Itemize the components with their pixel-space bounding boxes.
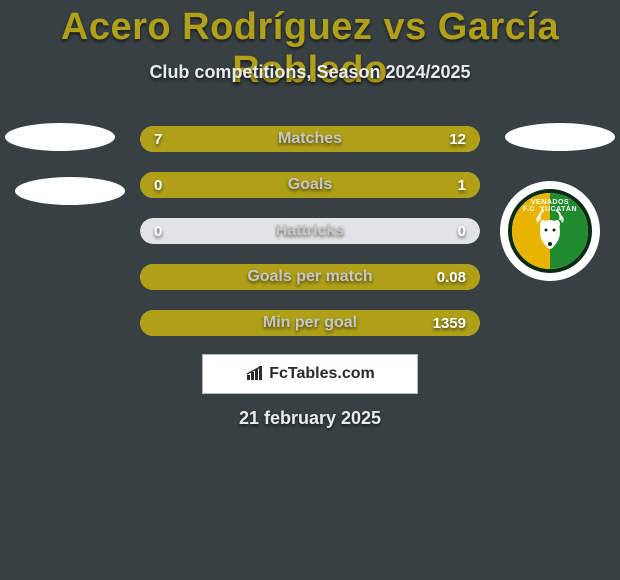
- stat-row: Min per goal1359: [140, 310, 480, 336]
- stat-right-value: 0.08: [423, 264, 480, 290]
- stat-label: Hattricks: [140, 218, 480, 244]
- stat-right-value: 12: [435, 126, 480, 152]
- player1-avatar-placeholder-1: [5, 123, 115, 151]
- stat-right-value: 0: [444, 218, 480, 244]
- date-text: 21 february 2025: [0, 408, 620, 429]
- stat-row: Goals0 1: [140, 172, 480, 198]
- stat-left-value: 0: [140, 172, 176, 198]
- stat-left-value: 0: [140, 218, 176, 244]
- bar-chart-icon: [245, 366, 265, 382]
- player1-avatar-placeholder-2: [15, 177, 125, 205]
- stat-left-value: 7: [140, 126, 176, 152]
- stat-row: Goals per match0.08: [140, 264, 480, 290]
- subtitle: Club competitions, Season 2024/2025: [0, 62, 620, 83]
- stat-row: Matches7 12: [140, 126, 480, 152]
- stats-bars: Matches712Goals01Hattricks00Goals per ma…: [140, 126, 480, 356]
- fctables-label: FcTables.com: [269, 365, 375, 383]
- fctables-attribution[interactable]: FcTables.com: [202, 354, 418, 394]
- stat-row: Hattricks0 0: [140, 218, 480, 244]
- deer-icon: [526, 206, 574, 258]
- comparison-card: Acero Rodríguez vs García Robledo Club c…: [0, 0, 620, 580]
- stat-label: Matches: [140, 126, 480, 152]
- club-badge: VENADOS F.C YUCATÁN: [500, 181, 600, 281]
- stat-right-value: 1: [444, 172, 480, 198]
- stat-label: Goals: [140, 172, 480, 198]
- player2-avatar-placeholder: [505, 123, 615, 151]
- stat-right-value: 1359: [419, 310, 480, 336]
